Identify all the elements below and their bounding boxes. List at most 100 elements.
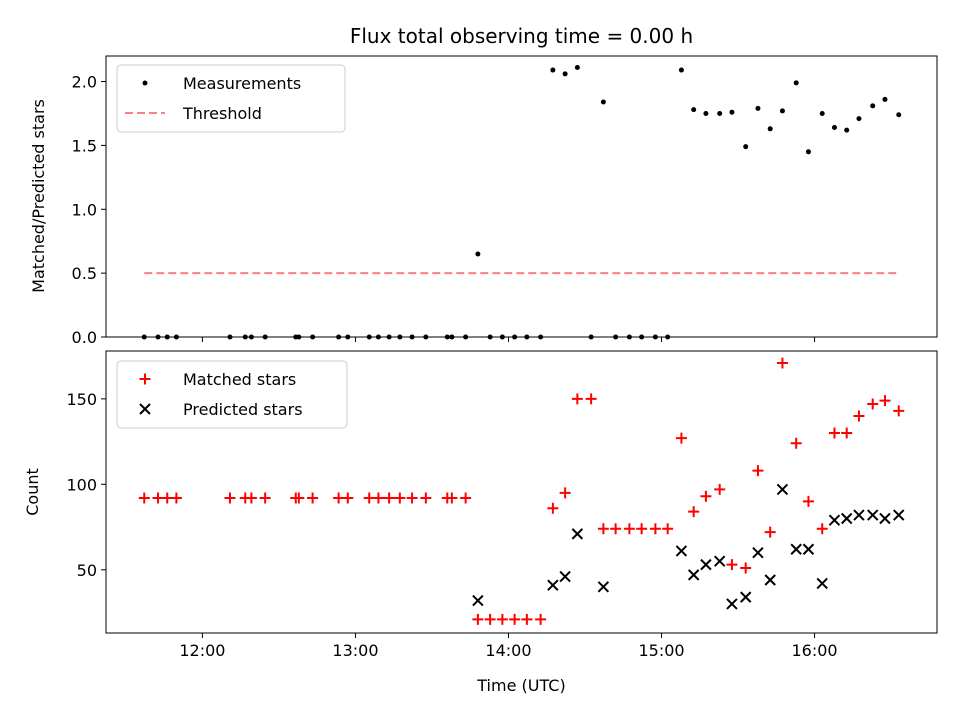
matched-stars-point [333,492,345,504]
top-y-tick-label: 1.5 [72,136,97,155]
matched-stars-point [714,483,726,495]
predicted-stars-point [687,569,700,581]
matched-stars-point [394,492,406,504]
matched-stars-point [610,523,622,535]
measurement-point [882,96,888,102]
measurement-point [729,109,735,115]
predicted-stars-point [739,591,752,603]
predicted-stars-point [547,579,559,591]
measurement-point [870,103,876,109]
predicted-stars-point [867,509,879,521]
measurement-point [805,149,811,155]
predicted-stars-point [879,512,891,525]
matched-stars-point [152,492,164,504]
top-y-tick-label: 2.0 [72,73,97,92]
matched-stars-point [472,613,484,625]
bottom-legend-frame [116,360,348,429]
top-legend-frame [116,64,346,133]
matched-stars-point [802,495,814,507]
matched-stars-point [879,395,891,407]
measurement-point [475,251,481,257]
matched-stars-point [307,492,319,504]
matched-stars-point [841,427,853,439]
predicted-stars-point [776,483,789,496]
matched-stars-point [363,492,375,504]
matched-stars-point [623,523,635,535]
predicted-stars-point [802,543,815,555]
predicted-stars-point [675,545,688,557]
measurement-point [600,99,606,105]
legend-marker-predicted [139,403,151,415]
matched-stars-point [636,523,648,535]
measurement-point [755,105,761,111]
bottom-y-axis-label: Count [23,468,42,516]
top-y-axis-label: Matched/Predicted stars [29,99,48,293]
matched-stars-point [559,487,571,499]
top-axes-frame [105,55,938,338]
predicted-stars-point [853,509,865,521]
top-y-tick-label: 1.0 [72,200,97,219]
matched-stars-point [649,523,661,535]
measurement-point [574,64,580,70]
measurement-point [793,80,799,86]
matched-stars-point [138,492,150,504]
matched-stars-point [726,559,738,571]
bottom-y-tick-label: 50 [77,561,97,580]
predicted-stars-point [700,558,712,571]
matched-stars-point [688,506,700,518]
matched-stars-point [293,492,305,504]
top-y-tick-label: 0.0 [72,328,97,347]
legend-marker-matched [139,373,151,385]
bottom-x-tick-label: 13:00 [332,641,378,660]
top-legend: Measurements Threshold [116,64,346,133]
matched-stars-point [752,465,764,477]
matched-stars-point [259,492,271,504]
matched-stars-point [496,613,508,625]
legend-label-matched: Matched stars [183,370,296,389]
bottom-x-tick-label: 15:00 [638,641,684,660]
matched-stars-point [571,393,583,405]
legend-marker-measurements [142,80,148,86]
measurement-point [691,107,697,113]
x-axis-label: Time (UTC) [476,676,565,695]
top-y-tick-label: 0.5 [72,264,97,283]
matched-stars-point [585,393,597,405]
measurement-point [550,67,556,73]
bottom-y-tick-label: 150 [66,390,97,409]
matched-stars-point [509,613,521,625]
measurement-point [743,144,749,150]
matched-stars-point [224,492,236,504]
bottom-x-tick-label: 14:00 [485,641,531,660]
bottom-plot: 12:00 13:00 14:00 15:00 16:00 50 100 150 [66,350,938,660]
measurement-point [779,108,785,114]
predicted-stars-point [790,543,802,555]
top-plot: 0.0 0.5 1.0 1.5 2.0 [72,55,938,347]
bottom-x-tick-label: 12:00 [179,641,225,660]
legend-label-predicted: Predicted stars [183,400,303,419]
matched-stars-point [853,410,865,422]
matched-stars-point [776,357,788,369]
bottom-x-tick-label: 16:00 [792,641,838,660]
measurement-point [896,112,902,118]
matched-stars-point [662,523,674,535]
predicted-stars-point [840,512,853,525]
matched-stars-point [740,562,752,574]
bottom-axes-frame [105,350,938,634]
matched-stars-point [484,613,496,625]
matched-stars-point [867,398,879,410]
predicted-stars-point [816,577,828,590]
predicted-stars-point [472,594,484,607]
measurement-point [819,110,825,116]
matched-stars-point [675,432,687,444]
matched-stars-point [406,492,418,504]
predicted-stars-point [597,581,610,593]
matched-stars-point [342,492,354,504]
measurement-point [831,125,837,131]
matched-stars-point [420,492,432,504]
matched-stars-point [372,492,384,504]
measurement-point [767,126,773,132]
matched-stars-point [521,613,533,625]
matched-stars-point [547,502,559,514]
predicted-stars-point [764,574,776,586]
matched-stars-point [816,523,828,535]
